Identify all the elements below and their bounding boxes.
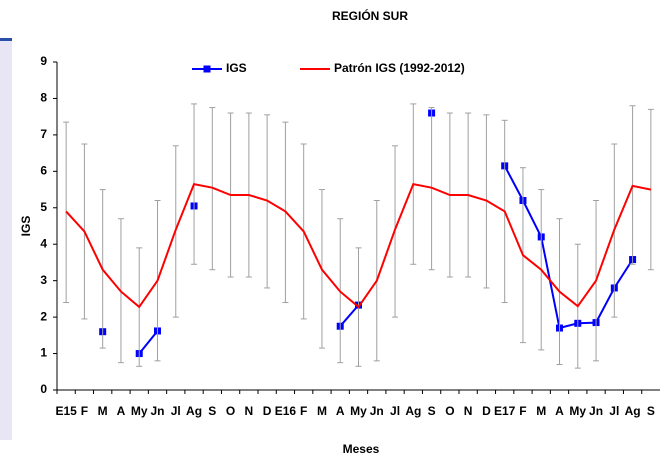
x-tick-label: Ag <box>625 404 641 418</box>
x-tick-label: D <box>263 404 272 418</box>
y-axis-label: IGS <box>19 216 33 237</box>
x-tick-label: A <box>555 404 564 418</box>
y-tick-label: 3 <box>40 273 47 287</box>
x-tick-label: Jn <box>370 404 384 418</box>
x-tick-label: E17 <box>494 404 516 418</box>
x-tick-label: E15 <box>55 404 77 418</box>
x-tick-label: F <box>519 404 526 418</box>
side-panel-border <box>0 38 12 41</box>
x-tick-label: O <box>226 404 235 418</box>
y-tick-label: 6 <box>40 164 47 178</box>
x-tick-label: O <box>445 404 454 418</box>
x-tick-label: E16 <box>275 404 297 418</box>
y-tick-label: 2 <box>40 309 47 323</box>
x-tick-label: S <box>647 404 655 418</box>
x-tick-label: Ag <box>405 404 421 418</box>
y-tick-label: 5 <box>40 200 47 214</box>
legend-marker <box>203 65 211 73</box>
series-line <box>65 182 652 309</box>
x-tick-label: M <box>98 404 108 418</box>
x-tick-label: Jl <box>390 404 400 418</box>
x-tick-label: M <box>317 404 327 418</box>
x-tick-label: A <box>117 404 126 418</box>
x-tick-label: My <box>569 404 586 418</box>
y-tick-label: 4 <box>40 236 47 250</box>
x-tick-label: N <box>245 404 254 418</box>
y-tick-label: 7 <box>40 127 47 141</box>
legend-label: IGS <box>226 61 247 75</box>
side-panel <box>0 40 12 440</box>
legend-label: Patrón IGS (1992-2012) <box>334 61 465 75</box>
chart-title: REGIÓN SUR <box>332 8 408 23</box>
y-tick-label: 0 <box>40 382 47 396</box>
x-tick-label: Jn <box>589 404 603 418</box>
x-tick-label: N <box>464 404 473 418</box>
x-tick-label: My <box>131 404 148 418</box>
x-tick-label: M <box>536 404 546 418</box>
x-tick-label: A <box>336 404 345 418</box>
x-tick-label: Jl <box>609 404 619 418</box>
x-tick-label: Jn <box>150 404 164 418</box>
x-tick-label: S <box>428 404 436 418</box>
series-line <box>138 165 634 355</box>
x-tick-label: D <box>482 404 491 418</box>
y-tick-label: 8 <box>40 91 47 105</box>
x-axis-label: Meses <box>343 442 380 456</box>
x-tick-label: Ag <box>186 404 202 418</box>
x-tick-label: F <box>300 404 307 418</box>
x-tick-label: S <box>208 404 216 418</box>
y-tick-label: 1 <box>40 346 47 360</box>
x-tick-label: My <box>350 404 367 418</box>
y-tick-label: 9 <box>40 54 47 68</box>
x-tick-label: F <box>81 404 88 418</box>
x-tick-label: Jl <box>171 404 181 418</box>
